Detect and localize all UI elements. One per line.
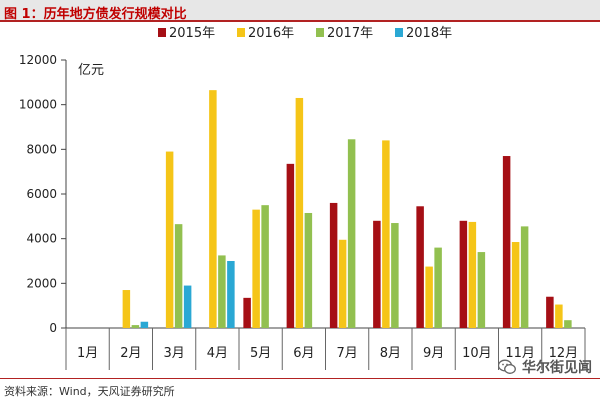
bar-2016年-9月 — [425, 266, 433, 328]
x-tick-label-9: 10月 — [462, 346, 492, 361]
y-tick-label-2: 4000 — [26, 232, 57, 246]
bar-chart: 0 2000 4000 6000 8000 10000 12000 1月 2月 3月 4月 5月 6月… — [19, 26, 586, 370]
bar-2016年-8月 — [382, 140, 390, 328]
bar-2016年-5月 — [252, 209, 260, 328]
y-tick-label-1: 2000 — [26, 276, 57, 290]
y-axis: 0 2000 4000 6000 8000 10000 12000 — [19, 53, 67, 335]
bar-2018年-4月 — [227, 261, 235, 328]
figure-title: 图 1：历年地方债发行规模对比 — [4, 7, 187, 22]
legend-label-0: 2015年 — [169, 26, 215, 41]
watermark-text: 华尔街见闻 — [522, 360, 592, 376]
x-tick-label-7: 8月 — [380, 346, 401, 361]
x-tick-label-1: 2月 — [120, 346, 141, 361]
y-tick-label-3: 6000 — [26, 187, 57, 201]
bar-2018年-3月 — [183, 285, 192, 328]
bar-2015年-7月 — [329, 202, 338, 328]
bar-2016年-2月 — [122, 290, 131, 328]
bar-2015年-8月 — [373, 220, 381, 328]
x-tick-label-2: 3月 — [163, 346, 184, 361]
legend-swatch-3 — [395, 28, 403, 37]
y-tick-label-6: 12000 — [19, 53, 57, 67]
bars — [122, 90, 572, 329]
bar-2017年-5月 — [261, 205, 269, 328]
legend-swatch-0 — [158, 28, 166, 37]
source-note: 资料来源：Wind，天风证券研究所 — [4, 385, 175, 398]
bar-2015年-10月 — [459, 220, 468, 328]
x-tick-label-11: 12月 — [549, 346, 579, 361]
y-tick-label-4: 8000 — [26, 142, 57, 156]
bar-2017年-7月 — [347, 139, 356, 328]
bar-2016年-12月 — [555, 304, 563, 328]
y-tick-label-0: 0 — [49, 321, 57, 335]
legend: 2015年 2016年 2017年 2018年 — [158, 26, 452, 41]
bar-2016年-3月 — [165, 151, 174, 328]
bar-2015年-12月 — [546, 296, 554, 328]
y-unit-label: 亿元 — [78, 63, 104, 78]
bar-2015年-11月 — [502, 156, 511, 328]
bar-2017年-2月 — [131, 325, 140, 328]
bar-2018年-2月 — [140, 321, 149, 328]
x-tick-label-3: 4月 — [207, 346, 228, 361]
bar-2017年-10月 — [477, 252, 486, 328]
x-tick-label-0: 1月 — [77, 346, 98, 361]
bar-2015年-5月 — [243, 297, 251, 328]
legend-swatch-1 — [237, 28, 245, 37]
bar-2015年-9月 — [416, 206, 424, 328]
bar-2016年-10月 — [468, 221, 477, 328]
x-tick-label-10: 11月 — [505, 346, 535, 361]
watermark: 华尔街见闻 — [497, 357, 592, 377]
x-tick-label-5: 6月 — [293, 346, 314, 361]
bar-2017年-4月 — [218, 255, 226, 328]
bar-2017年-11月 — [520, 226, 529, 328]
legend-swatch-2 — [316, 28, 324, 37]
x-tick-label-4: 5月 — [250, 346, 271, 361]
figure-title-bar: 图 1：历年地方债发行规模对比 — [0, 0, 600, 22]
bar-2016年-7月 — [338, 239, 347, 328]
bar-2015年-6月 — [286, 163, 295, 328]
bar-2017年-3月 — [174, 224, 183, 328]
legend-label-3: 2018年 — [406, 26, 452, 41]
x-tick-label-8: 9月 — [423, 346, 444, 361]
bar-2016年-4月 — [209, 90, 217, 329]
source-bar: 资料来源：Wind，天风证券研究所 — [0, 378, 600, 401]
bar-2017年-12月 — [564, 320, 572, 328]
x-axis: 1月 2月 3月 4月 5月 6月 7月 8月 9月 10月 11月 12月 — [65, 327, 586, 370]
legend-label-1: 2016年 — [248, 26, 294, 41]
legend-label-2: 2017年 — [327, 26, 373, 41]
x-tick-label-6: 7月 — [336, 346, 357, 361]
bar-2017年-8月 — [391, 223, 399, 328]
y-tick-label-5: 10000 — [19, 98, 57, 112]
bar-2017年-6月 — [304, 212, 313, 328]
bar-2016年-11月 — [511, 242, 520, 328]
wechat-icon — [497, 359, 516, 375]
bar-2017年-9月 — [434, 247, 442, 328]
bar-2016年-6月 — [295, 97, 304, 328]
